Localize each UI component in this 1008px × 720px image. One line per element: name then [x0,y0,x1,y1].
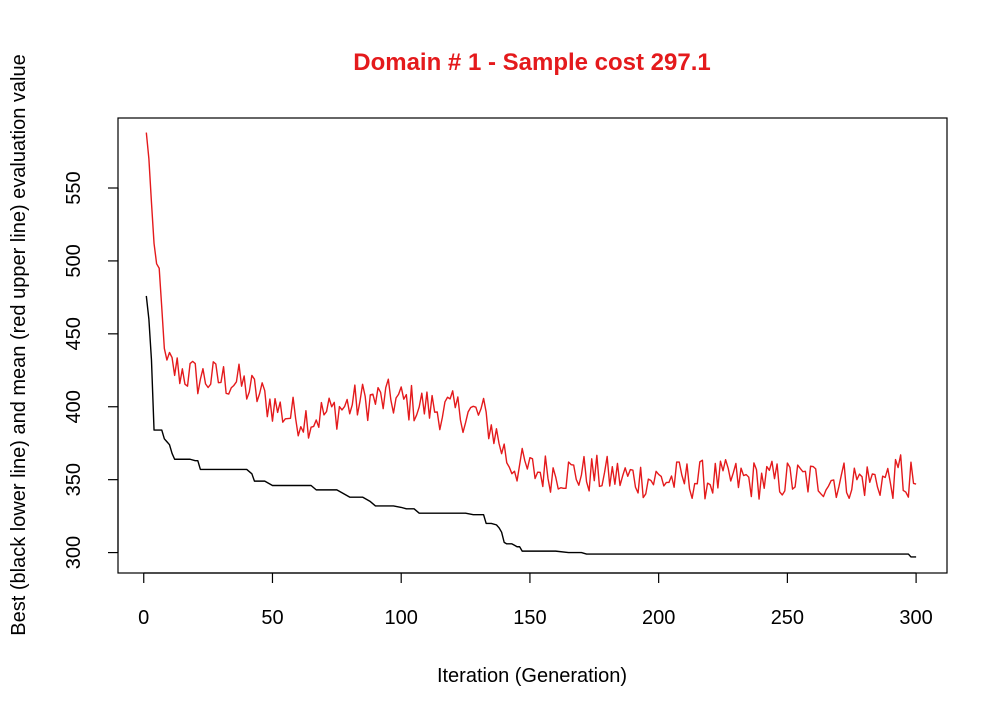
x-tick-label: 100 [385,607,418,629]
x-axis-label: Iteration (Generation) [437,665,627,687]
y-tick-label: 350 [63,463,85,496]
mean-series-line [145,132,917,500]
y-axis: 300 350 400 450 500 550 [63,171,119,569]
x-tick-label: 300 [899,607,932,629]
y-tick-label: 450 [63,317,85,350]
x-axis: 0 50 100 150 200 250 300 [138,572,933,629]
y-tick-label: 500 [63,244,85,277]
y-axis-label: Best (black lower line) and mean (red up… [8,54,30,635]
best-series-line [145,295,917,558]
series-layer [145,132,917,558]
x-tick-label: 250 [771,607,804,629]
y-tick-label: 550 [63,171,85,204]
x-tick-label: 150 [513,607,546,629]
y-tick-label: 400 [63,390,85,423]
x-tick-label: 200 [642,607,675,629]
y-tick-label: 300 [63,536,85,569]
x-tick-label: 50 [261,607,283,629]
x-tick-label: 0 [138,607,149,629]
plot-frame [117,117,948,574]
chart-title: Domain # 1 - Sample cost 297.1 [353,49,710,76]
